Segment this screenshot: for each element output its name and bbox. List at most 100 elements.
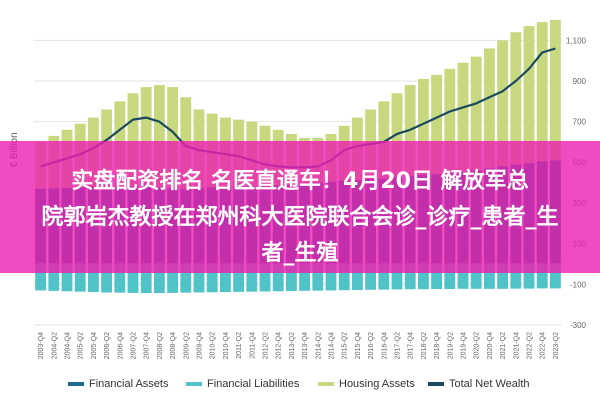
x-tick-label: 2020-Q2 xyxy=(474,332,481,359)
x-tick-label: 2009-Q2 xyxy=(183,332,190,359)
x-tick-label: 2018-Q4 xyxy=(434,332,441,359)
bar-housing-assets xyxy=(431,74,443,175)
x-tick-label: 2016-Q2 xyxy=(368,332,375,359)
bar-housing-assets xyxy=(470,56,482,171)
bar-financial-liabilities xyxy=(61,264,73,292)
bar-housing-assets xyxy=(153,85,165,188)
y-tick-label: 900 xyxy=(573,77,587,86)
bar-financial-liabilities xyxy=(259,264,271,292)
bar-financial-liabilities xyxy=(246,264,258,292)
bar-financial-liabilities xyxy=(483,264,495,289)
legend-financial-liabilities: Financial Liabilities xyxy=(186,378,299,390)
bar-housing-assets xyxy=(378,101,390,179)
legend-swatch-financial-assets xyxy=(68,382,84,386)
x-tick-label: 2006-Q4 xyxy=(117,332,124,359)
bar-financial-liabilities xyxy=(338,264,350,291)
bar-financial-liabilities xyxy=(457,264,469,289)
x-tick-label: 2005-Q2 xyxy=(78,332,85,359)
x-tick-label: 2011-Q2 xyxy=(236,332,243,359)
y-tick-label: -300 xyxy=(570,321,587,330)
bar-housing-assets xyxy=(497,40,509,167)
x-tick-label: 2011-Q4 xyxy=(249,332,256,359)
x-tick-label: 2007-Q2 xyxy=(131,332,138,359)
bar-financial-liabilities xyxy=(285,264,297,292)
x-tick-label: 2005-Q4 xyxy=(91,332,98,359)
x-tick-label: 2009-Q4 xyxy=(197,332,204,359)
x-tick-label: 2008-Q4 xyxy=(170,332,177,359)
x-tick-label: 2017-Q2 xyxy=(395,332,402,359)
legend-label: Financial Liabilities xyxy=(207,378,300,390)
bar-housing-assets xyxy=(483,48,495,169)
bar-financial-liabilities xyxy=(431,264,443,290)
bar-financial-liabilities xyxy=(127,264,139,293)
bar-housing-assets xyxy=(510,32,522,165)
x-tick-label: 2010-Q4 xyxy=(223,332,230,359)
x-tick-label: 2017-Q4 xyxy=(408,332,415,359)
bar-financial-liabilities xyxy=(74,264,86,292)
y-tick-label: -100 xyxy=(570,280,587,289)
x-tick-label: 2014-Q2 xyxy=(315,332,322,359)
y-tick-label: 700 xyxy=(573,118,587,127)
bar-housing-assets xyxy=(140,87,152,187)
bar-financial-liabilities xyxy=(87,264,99,293)
x-tick-label: 2015-Q2 xyxy=(342,332,349,359)
x-tick-label: 2006-Q2 xyxy=(104,332,111,359)
overlay-banner-text: 实盘配资排名 名医直通车！4月20日 解放军总 院郭岩杰教授在郑州科大医院联合会… xyxy=(0,164,600,272)
bar-housing-assets xyxy=(549,20,561,161)
x-tick-label: 2023-Q2 xyxy=(553,332,560,359)
bar-financial-liabilities xyxy=(114,264,126,293)
bar-financial-liabilities xyxy=(219,264,231,293)
legend-label: Total Net Wealth xyxy=(449,378,530,390)
bar-financial-liabilities xyxy=(523,264,535,289)
x-tick-label: 2020-Q4 xyxy=(487,332,494,359)
bar-financial-liabilities xyxy=(312,264,324,291)
x-tick-label: 2022-Q4 xyxy=(540,332,547,359)
x-tick-label: 2022-Q2 xyxy=(527,332,534,359)
bar-financial-liabilities xyxy=(272,264,284,292)
bar-financial-liabilities xyxy=(299,264,311,291)
bar-financial-liabilities xyxy=(536,264,548,289)
bar-housing-assets xyxy=(457,62,469,172)
legend: Financial Assets Financial Liabilities H… xyxy=(0,374,600,394)
x-tick-label: 2019-Q2 xyxy=(447,332,454,359)
x-tick-label: 2019-Q4 xyxy=(461,332,468,359)
x-tick-label: 2021-Q2 xyxy=(500,332,507,359)
x-tick-label: 2008-Q2 xyxy=(157,332,164,359)
bar-financial-liabilities xyxy=(470,264,482,289)
x-tick-label: 2007-Q4 xyxy=(144,332,151,359)
bar-financial-liabilities xyxy=(549,264,561,289)
x-tick-label: 2016-Q4 xyxy=(381,332,388,359)
bar-financial-liabilities xyxy=(417,264,429,290)
bar-financial-liabilities xyxy=(497,264,509,289)
x-tick-label: 2021-Q4 xyxy=(513,332,520,359)
bar-financial-liabilities xyxy=(193,264,205,293)
x-tick-label: 2004-Q4 xyxy=(65,332,72,359)
bar-financial-liabilities xyxy=(404,264,416,290)
legend-financial-assets: Financial Assets xyxy=(68,378,168,390)
legend-swatch-financial-liabilities xyxy=(186,382,202,386)
bar-financial-liabilities xyxy=(167,264,179,293)
legend-housing-assets: Housing Assets xyxy=(318,378,415,390)
x-tick-label: 2012-Q4 xyxy=(276,332,283,359)
bar-housing-assets xyxy=(536,22,548,162)
bar-financial-liabilities xyxy=(391,264,403,290)
legend-swatch-total-net-wealth xyxy=(428,382,444,386)
bar-housing-assets xyxy=(167,87,179,189)
banner-line-1: 实盘配资排名 名医直通车！4月20日 解放军总 xyxy=(71,169,529,194)
bar-financial-liabilities xyxy=(365,264,377,290)
bar-financial-liabilities xyxy=(351,264,363,291)
legend-label: Housing Assets xyxy=(339,378,415,390)
x-tick-label: 2010-Q2 xyxy=(210,332,217,359)
bar-housing-assets xyxy=(523,26,535,164)
bar-financial-liabilities xyxy=(206,264,218,293)
overlay-banner xyxy=(0,141,600,273)
x-tick-label: 2018-Q2 xyxy=(421,332,428,359)
x-tick-label: 2014-Q4 xyxy=(329,332,336,359)
x-tick-label: 2013-Q2 xyxy=(289,332,296,359)
bar-financial-liabilities xyxy=(444,264,456,290)
x-tick-label: 2003-Q4 xyxy=(38,332,45,359)
bar-financial-liabilities xyxy=(140,264,152,294)
x-tick-label: 2013-Q4 xyxy=(302,332,309,359)
banner-line-2: 院郭岩杰教授在郑州科大医院联合会诊_诊疗_患者_生 xyxy=(41,205,559,230)
legend-label: Financial Assets xyxy=(89,378,169,390)
